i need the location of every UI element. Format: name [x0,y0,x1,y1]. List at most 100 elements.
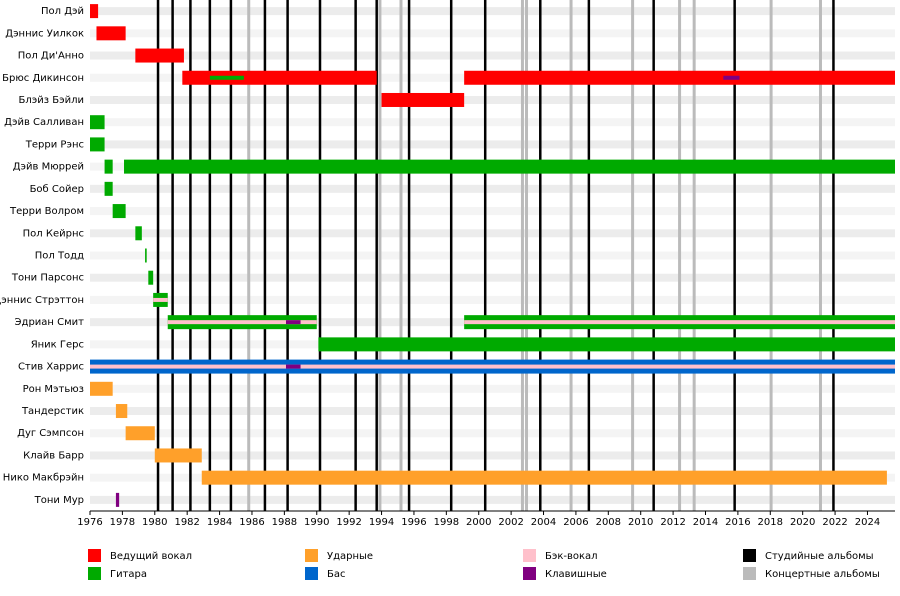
member-label: Пол Дэй [41,6,84,17]
legend-label: Бас [327,569,346,580]
x-tick-label: 1990 [304,517,329,528]
member-label: Боб Сойер [30,184,84,195]
member-span [115,492,120,507]
row-stripe [90,7,895,16]
member-span [135,48,184,63]
row-stripe [90,495,895,504]
member-span [145,248,147,263]
legend-swatch [88,567,101,580]
member-span [90,4,99,19]
legend-swatch [305,549,318,562]
row-stripe [90,29,895,38]
x-tick-label: 2012 [660,517,685,528]
member-span [464,70,895,85]
row-stripe [90,207,895,216]
member-span [112,204,126,219]
member-label: Тони Парсонс [11,273,84,284]
member-label: Стив Харрис [18,362,84,373]
member-label: Дэйв Салливан [4,117,84,128]
row-stripe [90,384,895,393]
member-span [209,75,244,80]
member-label: Блэйз Бэйли [19,95,84,106]
x-tick-label: 1996 [401,517,426,528]
row-stripe [90,140,895,149]
member-label: Нико Макбрэйн [3,473,84,484]
member-span [182,70,377,85]
member-span [125,426,155,441]
member-label: Дуг Сэмпсон [17,428,84,439]
x-tick-label: 1988 [272,517,297,528]
row-stripe [90,95,895,104]
x-tick-label: 2020 [790,517,815,528]
legend-label: Бэк-вокал [545,551,598,562]
x-tick-label: 1982 [174,517,199,528]
x-tick-label: 1980 [142,517,167,528]
x-tick-label: 1986 [239,517,264,528]
member-span [90,381,113,396]
member-span [167,320,317,325]
legend-label: Ударные [327,551,373,562]
member-span [90,115,105,130]
legend-label: Клавишные [545,569,607,580]
member-label: Терри Рэнс [25,139,84,150]
x-tick-label: 1998 [434,517,459,528]
member-span [104,181,113,196]
member-label: Эдриан Смит [15,317,85,328]
member-span [115,404,128,419]
legend-label: Ведущий вокал [110,551,192,562]
x-tick-label: 2000 [466,517,491,528]
row-stripe [90,407,895,416]
member-label: Пол Тодд [35,251,84,262]
x-tick-label: 2024 [855,517,880,528]
x-tick-label: 2002 [498,517,523,528]
member-span [464,320,895,325]
member-span [153,297,168,302]
legend-label: Студийные альбомы [765,551,874,562]
row-stripe [90,229,895,238]
legend-swatch [523,549,536,562]
x-tick-label: 1992 [336,517,361,528]
member-span [96,26,126,41]
member-label: Тандерстик [21,406,84,417]
member-label: Клайв Барр [23,450,84,461]
row-stripe [90,451,895,460]
x-tick-label: 2022 [822,517,847,528]
x-tick-label: 2010 [628,517,653,528]
member-label: Дэннис Уилкок [5,28,84,39]
x-tick-label: 1984 [207,517,232,528]
member-span [381,92,465,107]
member-label: Яник Герс [31,339,84,350]
row-stripe [90,429,895,438]
x-tick-label: 2004 [531,517,556,528]
member-span [148,270,154,285]
x-tick-label: 2016 [725,517,750,528]
member-label: Пол Ди'Анно [18,51,84,62]
member-label: Дэйв Мюррей [13,162,84,173]
member-span [285,320,301,325]
member-label: Терри Волром [9,206,84,217]
member-span [318,337,896,352]
legend-swatch [305,567,318,580]
member-span [201,470,887,485]
member-label: Брюс Дикинсон [2,73,84,84]
row-stripe [90,118,895,127]
member-span [124,159,895,174]
x-tick-label: 1976 [77,517,102,528]
x-tick-label: 1994 [369,517,394,528]
row-stripe [90,295,895,304]
legend-swatch [523,567,536,580]
member-span [104,159,113,174]
legend-label: Концертные альбомы [765,569,880,580]
member-span [723,75,740,80]
x-tick-label: 2008 [596,517,621,528]
member-label: Рон Мэтьюз [23,384,84,395]
x-tick-label: 2014 [693,517,718,528]
legend-swatch [88,549,101,562]
member-label: Тони Мур [34,495,84,506]
row-stripe [90,273,895,282]
row-stripe [90,184,895,193]
x-tick-label: 2018 [758,517,783,528]
member-span [135,226,142,241]
legend-swatch [743,567,756,580]
